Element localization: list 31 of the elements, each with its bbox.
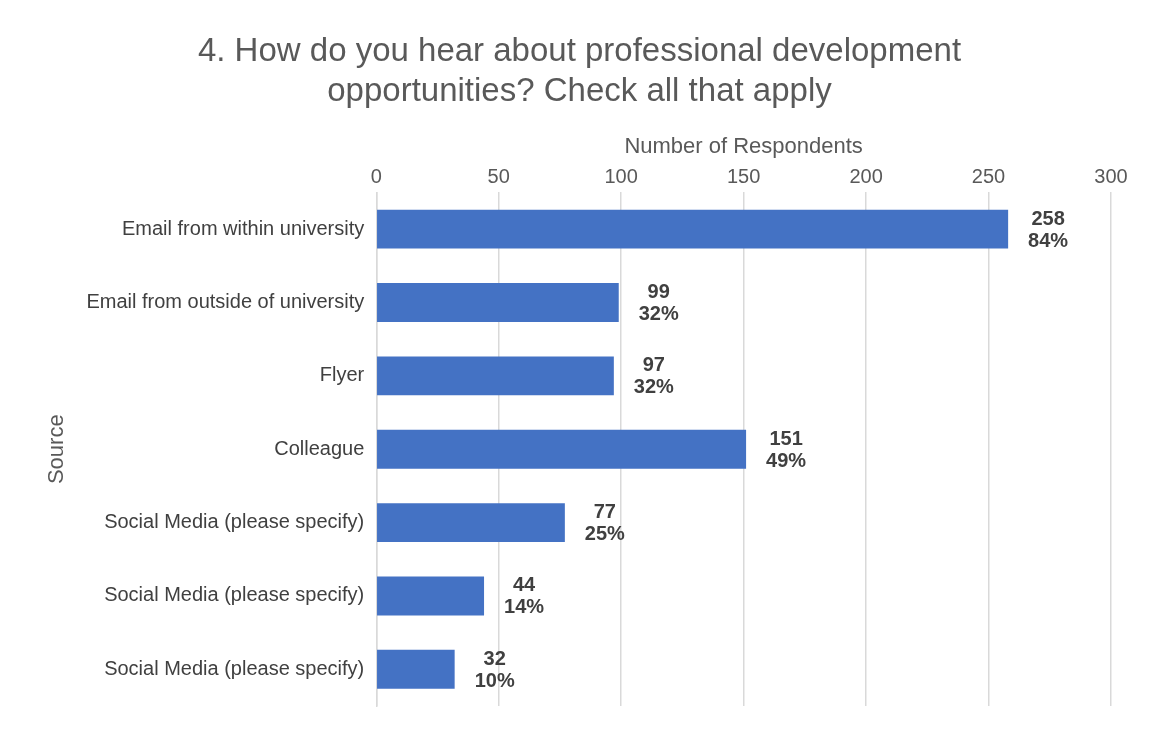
data-label: 151 49%	[766, 426, 807, 471]
bar	[377, 356, 614, 396]
x-tick-label: 50	[487, 164, 510, 187]
x-tick-label: 250	[971, 164, 1006, 187]
y-tick-label: Email from outside of university	[86, 289, 365, 312]
x-tick-label: 200	[849, 164, 883, 187]
y-tick-label: Flyer	[319, 363, 365, 386]
y-tick-label: Social Media (please specify)	[104, 583, 365, 606]
y-axis-title: Source	[43, 414, 69, 485]
x-axis-title: Number of Respondents	[624, 133, 863, 159]
x-tick-label: 150	[726, 164, 761, 187]
data-label: 77 25%	[584, 500, 626, 545]
bar	[377, 503, 565, 543]
y-tick-label: Email from within university	[121, 216, 365, 239]
x-tick-label: 100	[604, 164, 638, 187]
data-label: 44 14%	[504, 573, 545, 618]
data-label: 99 32%	[638, 279, 679, 324]
data-label: 32 10%	[474, 646, 515, 691]
data-label: 97 32%	[633, 353, 675, 398]
bar	[377, 576, 485, 616]
x-tick-label: 0	[370, 164, 382, 187]
bar	[377, 209, 1009, 249]
chart-title: 4. How do you hear about professional development opportunities? Check all that apply	[196, 30, 963, 110]
bar	[377, 283, 619, 322]
y-tick-label: Social Media (please specify)	[104, 656, 365, 679]
bar	[377, 429, 747, 469]
x-tick-label: 300	[1094, 164, 1128, 187]
data-label: 258 84%	[1028, 206, 1069, 251]
bar	[377, 649, 455, 689]
y-tick-label: Colleague	[274, 436, 365, 459]
y-tick-label: Social Media (please specify)	[104, 510, 365, 533]
